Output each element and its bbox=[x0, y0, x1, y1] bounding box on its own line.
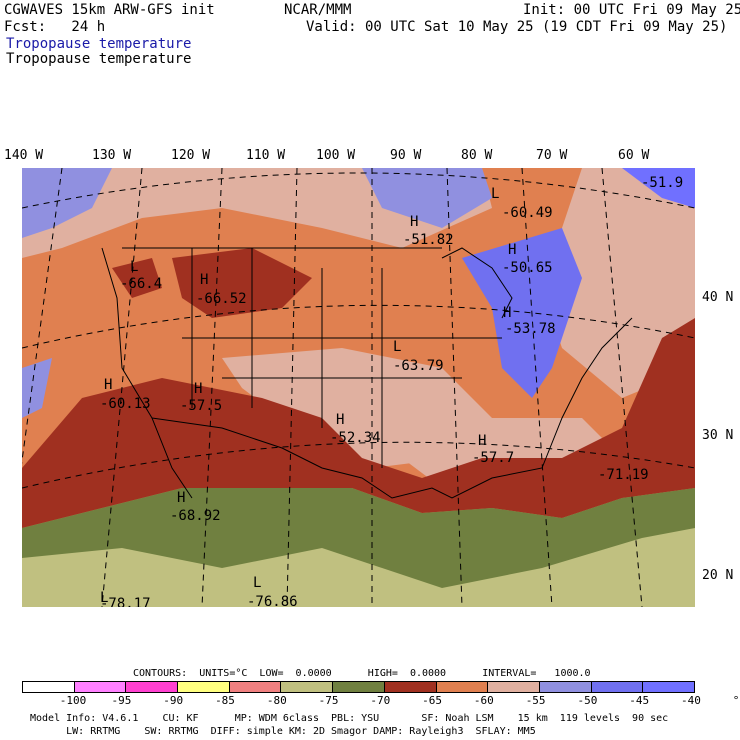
color-bar-tick-label: -85 bbox=[215, 694, 235, 707]
center-value: -57.5 bbox=[180, 398, 223, 414]
model-title: CGWAVES 15km ARW-GFS init bbox=[4, 2, 215, 18]
center-type: L bbox=[100, 590, 109, 606]
center-value: -51.82 bbox=[403, 232, 454, 248]
color-bar-tick-label: -50 bbox=[577, 694, 598, 707]
color-bar bbox=[22, 681, 695, 693]
center-value: -78.17 bbox=[100, 596, 151, 607]
center-type: L bbox=[393, 339, 402, 355]
center-value: -53.78 bbox=[505, 321, 556, 337]
center-value: -60.13 bbox=[100, 396, 151, 412]
color-bar-tick-label: -75 bbox=[318, 694, 339, 707]
color-bar-swatch bbox=[281, 682, 334, 692]
lon-label: 70 W bbox=[536, 148, 568, 163]
center-value: -57.7 bbox=[472, 450, 515, 466]
lon-label: 110 W bbox=[246, 148, 286, 163]
lon-label: 140 W bbox=[4, 148, 44, 163]
lon-label: 120 W bbox=[171, 148, 211, 163]
color-bar-tick-label: °C bbox=[732, 694, 740, 707]
color-bar-swatch bbox=[23, 682, 75, 692]
center-value: -63.79 bbox=[393, 358, 444, 374]
center-value: -71.19 bbox=[598, 467, 649, 483]
lat-label: 40 N bbox=[702, 290, 734, 305]
center-value: -76.86 bbox=[247, 594, 298, 610]
center-type: H bbox=[194, 381, 203, 397]
color-bar-swatch bbox=[643, 682, 694, 692]
center-type: H bbox=[336, 412, 345, 428]
color-bar-swatch bbox=[384, 682, 437, 692]
center-type: H bbox=[508, 242, 517, 258]
lon-label: 130 W bbox=[92, 148, 132, 163]
center-type: L bbox=[130, 259, 139, 275]
center-type: L bbox=[253, 575, 262, 591]
valid-time: Valid: 00 UTC Sat 10 May 25 (19 CDT Fri … bbox=[306, 19, 728, 35]
center-type: H bbox=[104, 377, 113, 393]
physics-info: LW: RRTMG SW: RRTMG DIFF: simple KM: 2D … bbox=[30, 726, 536, 737]
color-bar-tick-label: -70 bbox=[370, 694, 391, 707]
field-title-contour: Tropopause temperature bbox=[6, 51, 192, 67]
color-bar-tick-label: -45 bbox=[629, 694, 650, 707]
lat-label: 20 N bbox=[702, 568, 734, 583]
center-value: -68.92 bbox=[170, 508, 221, 524]
color-bar-tick-label: -65 bbox=[422, 694, 443, 707]
center-type: H bbox=[503, 305, 512, 321]
center-type: H bbox=[200, 272, 209, 288]
forecast-hour: Fcst: 24 h bbox=[4, 19, 106, 35]
center-type: H bbox=[177, 490, 186, 506]
color-bar-swatch bbox=[539, 682, 592, 692]
model-info: Model Info: V4.6.1 CU: KF MP: WDM 6class… bbox=[30, 713, 669, 724]
color-bar-swatch bbox=[126, 682, 179, 692]
color-bar-tick-label: -55 bbox=[525, 694, 546, 707]
color-bar-swatch bbox=[488, 682, 540, 692]
center-type: H bbox=[478, 433, 487, 449]
color-bar-swatch bbox=[333, 682, 385, 692]
center-type: H bbox=[410, 214, 419, 230]
color-bar-tick-label: -60 bbox=[473, 694, 494, 707]
lat-label: 30 N bbox=[702, 428, 734, 443]
center-value: -50.65 bbox=[502, 260, 553, 276]
center-value: -52.34 bbox=[330, 430, 381, 446]
color-bar-swatch bbox=[178, 682, 230, 692]
color-bar-tick-label: -80 bbox=[266, 694, 287, 707]
tropopause-temperature-map bbox=[22, 168, 695, 607]
color-bar-tick-label: -40 bbox=[681, 694, 701, 707]
center-type: L bbox=[491, 186, 500, 202]
lon-label: 100 W bbox=[316, 148, 356, 163]
color-bar-swatch bbox=[74, 682, 127, 692]
contours-info: CONTOURS: UNITS=°C LOW= 0.0000 HIGH= 0.0… bbox=[133, 668, 591, 679]
color-bar-swatch bbox=[229, 682, 282, 692]
center-value: -60.49 bbox=[502, 205, 553, 221]
init-time: Init: 00 UTC Fri 09 May 25 bbox=[523, 2, 740, 18]
center-value: -51.9 bbox=[641, 175, 684, 191]
color-bar-tick-label: -95 bbox=[111, 694, 132, 707]
color-bar-tick-label: -90 bbox=[163, 694, 184, 707]
lon-label: 60 W bbox=[618, 148, 650, 163]
lon-label: 80 W bbox=[461, 148, 493, 163]
institution: NCAR/MMM bbox=[284, 2, 352, 18]
lon-label: 90 W bbox=[390, 148, 422, 163]
color-bar-swatch bbox=[436, 682, 489, 692]
color-bar-swatch bbox=[591, 682, 644, 692]
color-bar-tick-label: -100 bbox=[59, 694, 87, 707]
center-value: -66.52 bbox=[196, 291, 247, 307]
center-value: -66.4 bbox=[120, 276, 163, 292]
field-title-shaded: Tropopause temperature bbox=[6, 36, 192, 52]
